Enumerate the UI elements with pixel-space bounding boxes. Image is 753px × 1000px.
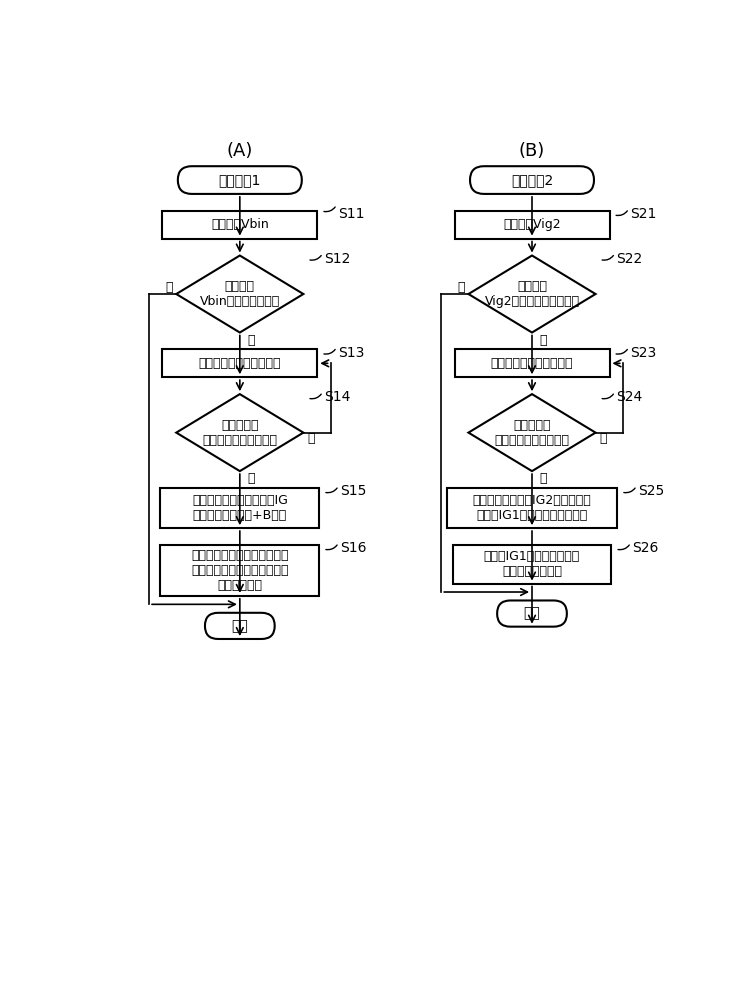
Text: 控制电力消耗抑制开关以切断
到各个系统中的优先级低的负
载的电力供给: 控制电力消耗抑制开关以切断 到各个系统中的优先级低的负 载的电力供给 [191,549,288,592]
Text: 结束: 结束 [523,607,541,621]
Bar [455,211,609,239]
Text: 是否检测到
用于恢复许可的输入？: 是否检测到 用于恢复许可的输入？ [203,419,277,447]
Bar [447,488,617,528]
Text: 恢复控制1: 恢复控制1 [218,173,261,187]
Text: 是否根据
Vbin而检测到断开？: 是否根据 Vbin而检测到断开？ [200,280,280,308]
Text: 监测电压Vbin: 监测电压Vbin [211,218,269,231]
Text: 显示电源中的异常的发生: 显示电源中的异常的发生 [491,357,573,370]
Text: 是: 是 [248,472,255,485]
Text: 否: 否 [307,432,315,445]
Text: S23: S23 [630,346,657,360]
FancyBboxPatch shape [497,600,567,627]
Text: 恢复控制2: 恢复控制2 [511,173,553,187]
Text: S22: S22 [617,252,643,266]
Text: 否: 否 [457,281,465,294]
Bar [163,211,317,239]
Bar [453,545,611,584]
Bar [163,349,317,377]
Bar [160,545,319,596]
Bar [160,488,319,528]
Polygon shape [468,256,596,333]
Text: S11: S11 [338,207,364,221]
Polygon shape [176,256,303,333]
Text: S16: S16 [340,541,367,555]
Text: 切断到IG1系统中优先级低
的负载的电力供给: 切断到IG1系统中优先级低 的负载的电力供给 [484,550,580,578]
Polygon shape [176,394,303,471]
Text: 是: 是 [540,334,547,347]
Text: (A): (A) [227,142,253,160]
Bar [455,349,609,377]
Text: S13: S13 [338,346,364,360]
Text: 是: 是 [540,472,547,485]
Text: S12: S12 [325,252,351,266]
Text: 显示电源中的异常的发生: 显示电源中的异常的发生 [199,357,281,370]
Text: S25: S25 [639,484,664,498]
Text: (B): (B) [519,142,545,160]
Text: 结束: 结束 [231,619,248,633]
Text: S15: S15 [340,484,367,498]
Text: S21: S21 [630,207,657,221]
Text: 切换恢复开关以将IG2系统的输入
切换为IG1系统的继电器的输出: 切换恢复开关以将IG2系统的输入 切换为IG1系统的继电器的输出 [473,494,591,522]
FancyBboxPatch shape [205,613,275,639]
Text: 否: 否 [599,432,607,445]
Text: 是: 是 [248,334,255,347]
Text: 接通恢复开关以将电力从IG
系统的输入供给至+B系统: 接通恢复开关以将电力从IG 系统的输入供给至+B系统 [192,494,288,522]
Text: 否: 否 [165,281,172,294]
Text: S26: S26 [633,541,659,555]
Polygon shape [468,394,596,471]
Text: 是否检测到
用于恢复许可的输入？: 是否检测到 用于恢复许可的输入？ [495,419,569,447]
Text: S14: S14 [325,390,351,404]
Text: S24: S24 [617,390,643,404]
FancyBboxPatch shape [178,166,302,194]
Text: 监测电压Vig2: 监测电压Vig2 [503,218,561,231]
FancyBboxPatch shape [470,166,594,194]
Text: 是否根据
Vig2而检测到故障中断？: 是否根据 Vig2而检测到故障中断？ [484,280,580,308]
